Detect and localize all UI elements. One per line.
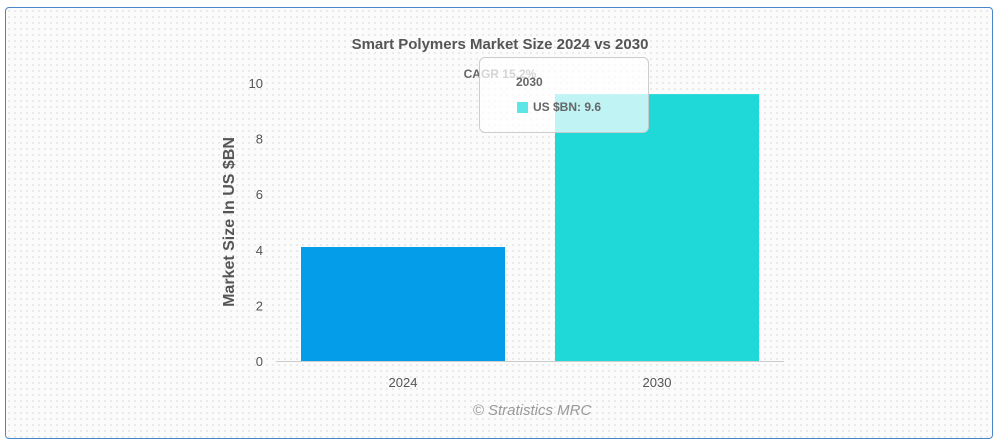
y-tick-label: 6 [256, 187, 263, 202]
tooltip-value: US $BN: 9.6 [533, 100, 602, 114]
y-tick-label: 2 [256, 298, 263, 313]
x-tick-label: 2024 [389, 375, 418, 390]
y-tick-label: 0 [256, 354, 263, 369]
tooltip-title: 2030 [516, 75, 543, 89]
y-axis-ticks: 0 2 4 6 8 10 [249, 76, 263, 369]
bars [301, 94, 759, 362]
tooltip-swatch [517, 102, 528, 113]
y-tick-label: 10 [249, 76, 263, 91]
y-axis-title: Market Size In US $BN [221, 137, 238, 307]
bar-2030[interactable] [555, 94, 759, 362]
bar-tooltip: 2030 US $BN: 9.6 [479, 57, 649, 133]
x-tick-label: 2030 [643, 375, 672, 390]
y-tick-label: 8 [256, 132, 263, 147]
y-tick-label: 4 [256, 243, 263, 258]
credit-text: © Stratistics MRC [473, 402, 592, 419]
bar-2024[interactable] [301, 247, 505, 361]
x-axis-ticks: 2024 2030 [389, 375, 672, 390]
chart-title: Smart Polymers Market Size 2024 vs 2030 [352, 36, 649, 53]
